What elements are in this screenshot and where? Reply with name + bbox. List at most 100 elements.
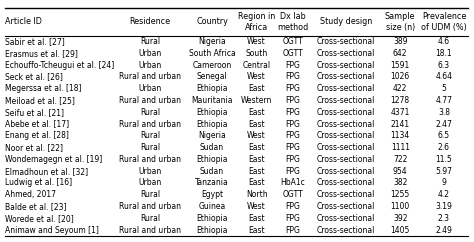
Text: 5.97: 5.97 <box>436 167 453 176</box>
Text: Balde et al. [23]: Balde et al. [23] <box>5 202 67 211</box>
Text: 392: 392 <box>393 214 408 223</box>
Text: Guinea: Guinea <box>199 202 226 211</box>
Text: Cross-sectional: Cross-sectional <box>317 190 375 199</box>
Text: 2.47: 2.47 <box>436 120 452 129</box>
Text: South Africa: South Africa <box>189 49 236 58</box>
Text: Cross-sectional: Cross-sectional <box>317 96 375 105</box>
Text: East: East <box>248 178 265 188</box>
Text: Urban: Urban <box>138 178 162 188</box>
Text: Dx lab
method: Dx lab method <box>277 12 309 32</box>
Text: 4.77: 4.77 <box>436 96 453 105</box>
Text: East: East <box>248 167 265 176</box>
Text: Rural and urban: Rural and urban <box>119 202 181 211</box>
Text: Ethiopia: Ethiopia <box>196 120 228 129</box>
Text: 9: 9 <box>442 178 447 188</box>
Text: Mauritania: Mauritania <box>191 96 233 105</box>
Text: Noor et al. [22]: Noor et al. [22] <box>5 143 64 152</box>
Text: South: South <box>246 49 268 58</box>
Text: OGTT: OGTT <box>283 190 303 199</box>
Text: 1026: 1026 <box>391 72 410 81</box>
Text: Rural: Rural <box>140 143 160 152</box>
Text: 1405: 1405 <box>391 226 410 234</box>
Text: FPG: FPG <box>285 143 301 152</box>
Text: 2141: 2141 <box>391 120 410 129</box>
Text: Erasmus et al. [29]: Erasmus et al. [29] <box>5 49 78 58</box>
Text: Urban: Urban <box>138 60 162 69</box>
Text: Urban: Urban <box>138 49 162 58</box>
Text: Region in
Africa: Region in Africa <box>238 12 275 32</box>
Text: OGTT: OGTT <box>283 49 303 58</box>
Text: Western: Western <box>241 96 272 105</box>
Text: Ahmed, 2017: Ahmed, 2017 <box>5 190 56 199</box>
Text: Rural: Rural <box>140 108 160 117</box>
Text: FPG: FPG <box>285 155 301 164</box>
Text: Elmadhoun et al. [32]: Elmadhoun et al. [32] <box>5 167 89 176</box>
Text: FPG: FPG <box>285 108 301 117</box>
Text: Rural and urban: Rural and urban <box>119 226 181 234</box>
Text: Ludwig et al. [16]: Ludwig et al. [16] <box>5 178 73 188</box>
Text: Cross-sectional: Cross-sectional <box>317 178 375 188</box>
Text: 1100: 1100 <box>391 202 410 211</box>
Text: 382: 382 <box>393 178 408 188</box>
Text: FPG: FPG <box>285 120 301 129</box>
Text: Ethiopia: Ethiopia <box>196 84 228 93</box>
Text: Country: Country <box>196 17 228 26</box>
Text: 642: 642 <box>393 49 408 58</box>
Text: Cross-sectional: Cross-sectional <box>317 131 375 140</box>
Text: West: West <box>247 37 266 46</box>
Text: Sabir et al. [27]: Sabir et al. [27] <box>5 37 65 46</box>
Text: East: East <box>248 84 265 93</box>
Text: 6.3: 6.3 <box>438 60 450 69</box>
Text: East: East <box>248 155 265 164</box>
Text: East: East <box>248 108 265 117</box>
Text: Ethiopia: Ethiopia <box>196 155 228 164</box>
Text: Rural and urban: Rural and urban <box>119 155 181 164</box>
Text: 1591: 1591 <box>391 60 410 69</box>
Text: 1134: 1134 <box>391 131 410 140</box>
Text: North: North <box>246 190 267 199</box>
Text: Cross-sectional: Cross-sectional <box>317 155 375 164</box>
Text: Ethiopia: Ethiopia <box>196 214 228 223</box>
Text: Residence: Residence <box>129 17 171 26</box>
Text: Ethiopia: Ethiopia <box>196 226 228 234</box>
Text: East: East <box>248 226 265 234</box>
Text: Ethiopia: Ethiopia <box>196 108 228 117</box>
Text: Cross-sectional: Cross-sectional <box>317 49 375 58</box>
Text: Nigeria: Nigeria <box>198 131 226 140</box>
Text: Cross-sectional: Cross-sectional <box>317 60 375 69</box>
Text: Meiload et al. [25]: Meiload et al. [25] <box>5 96 75 105</box>
Text: East: East <box>248 143 265 152</box>
Text: 4.64: 4.64 <box>436 72 453 81</box>
Text: Egypt: Egypt <box>201 190 223 199</box>
Text: 2.6: 2.6 <box>438 143 450 152</box>
Text: Sample
size (n): Sample size (n) <box>385 12 416 32</box>
Text: Cross-sectional: Cross-sectional <box>317 37 375 46</box>
Text: East: East <box>248 120 265 129</box>
Text: OGTT: OGTT <box>283 37 303 46</box>
Text: 2.3: 2.3 <box>438 214 450 223</box>
Text: 4.6: 4.6 <box>438 37 450 46</box>
Text: FPG: FPG <box>285 96 301 105</box>
Text: Cross-sectional: Cross-sectional <box>317 202 375 211</box>
Text: Urban: Urban <box>138 84 162 93</box>
Text: Cross-sectional: Cross-sectional <box>317 214 375 223</box>
Text: Cross-sectional: Cross-sectional <box>317 143 375 152</box>
Text: 11.5: 11.5 <box>436 155 452 164</box>
Text: 3.19: 3.19 <box>436 202 452 211</box>
Text: Enang et al. [28]: Enang et al. [28] <box>5 131 69 140</box>
Text: Rural and urban: Rural and urban <box>119 72 181 81</box>
Text: Wondemagegn et al. [19]: Wondemagegn et al. [19] <box>5 155 103 164</box>
Text: FPG: FPG <box>285 167 301 176</box>
Text: FPG: FPG <box>285 202 301 211</box>
Text: FPG: FPG <box>285 60 301 69</box>
Text: 1255: 1255 <box>391 190 410 199</box>
Text: Sudan: Sudan <box>200 167 224 176</box>
Text: Seifu et al. [21]: Seifu et al. [21] <box>5 108 64 117</box>
Text: Rural and urban: Rural and urban <box>119 120 181 129</box>
Text: HbA1c: HbA1c <box>281 178 305 188</box>
Text: East: East <box>248 214 265 223</box>
Text: Cross-sectional: Cross-sectional <box>317 72 375 81</box>
Text: 4371: 4371 <box>391 108 410 117</box>
Text: Study design: Study design <box>319 17 372 26</box>
Text: 2.49: 2.49 <box>436 226 452 234</box>
